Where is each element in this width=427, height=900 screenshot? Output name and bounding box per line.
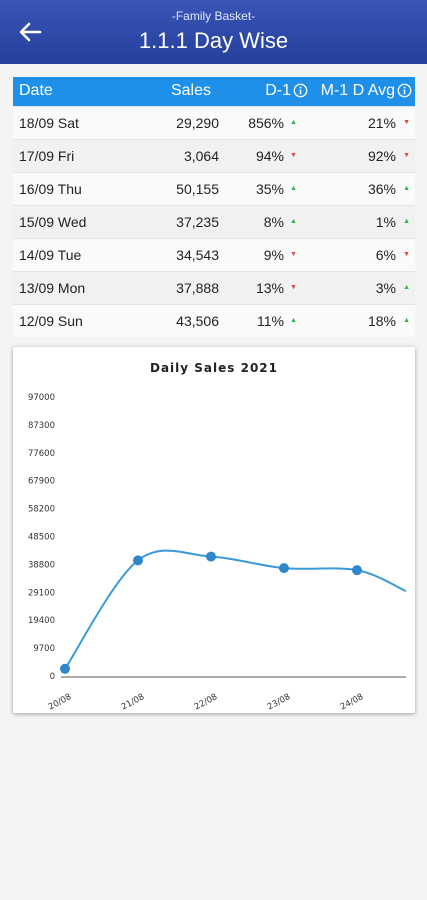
cell-date: 12/09 Sun (19, 313, 83, 329)
column-header-m1-avg[interactable]: M-1 D Avg (320, 82, 395, 99)
trend-up-icon: ▲ (403, 284, 410, 291)
table-row[interactable]: 15/09 Wed 37,235 8% ▲ 1% ▲ (13, 205, 415, 238)
trend-down-icon: ▼ (403, 152, 410, 159)
cell-m1-avg: 1% (375, 214, 396, 230)
x-tick-label: 21/08 (120, 692, 146, 712)
y-tick-label: 19400 (28, 616, 55, 626)
y-tick-label: 38800 (28, 560, 55, 570)
app-header: -Family Basket- 1.1.1 Day Wise (0, 0, 427, 64)
cell-date: 15/09 Wed (19, 214, 87, 230)
cell-d1: 856% (248, 115, 284, 131)
header-subtitle: -Family Basket- (171, 9, 256, 23)
chart-title: Daily Sales 2021 (150, 361, 278, 375)
cell-date: 17/09 Fri (19, 148, 75, 164)
table-body: 18/09 Sat 29,290 856% ▲ 21% ▼ 17/09 Fri … (13, 106, 415, 337)
info-icon[interactable] (293, 83, 308, 98)
trend-down-icon: ▼ (403, 251, 410, 258)
cell-sales: 37,235 (176, 214, 219, 230)
table-row[interactable]: 16/09 Thu 50,155 35% ▲ 36% ▲ (13, 172, 415, 205)
cell-d1: 8% (263, 214, 284, 230)
trend-up-icon: ▲ (290, 218, 297, 225)
cell-m1-avg: 6% (375, 247, 396, 263)
page-title: 1.1.1 Day Wise (138, 28, 289, 53)
trend-down-icon: ▼ (403, 119, 410, 126)
cell-date: 14/09 Tue (19, 247, 82, 263)
table-row[interactable]: 17/09 Fri 3,064 94% ▼ 92% ▼ (13, 139, 415, 172)
x-tick-label: 23/08 (266, 692, 292, 712)
data-point[interactable] (60, 663, 70, 674)
y-tick-label: 77600 (28, 449, 55, 459)
column-header-date[interactable]: Date (19, 82, 53, 99)
cell-sales: 50,155 (176, 181, 219, 197)
cell-sales: 43,506 (176, 313, 219, 329)
trend-up-icon: ▲ (403, 185, 410, 192)
cell-m1-avg: 3% (375, 280, 396, 296)
data-point[interactable] (206, 551, 216, 562)
trend-up-icon: ▲ (290, 119, 297, 126)
cell-sales: 34,543 (176, 247, 219, 263)
cell-m1-avg: 92% (367, 148, 396, 164)
cell-sales: 29,290 (176, 115, 219, 131)
cell-d1: 94% (255, 148, 284, 164)
cell-d1: 13% (255, 280, 284, 296)
cell-m1-avg: 18% (367, 313, 396, 329)
y-tick-label: 58200 (28, 505, 55, 515)
data-points (60, 551, 362, 674)
x-axis: 20/08 21/08 22/08 23/08 24/08 (47, 676, 406, 712)
x-tick-label: 20/08 (47, 692, 73, 712)
daily-sales-chart-card: Daily Sales 2021 0 9700 19400 29100 38800 485… (13, 347, 415, 713)
column-header-d1[interactable]: D-1 (265, 82, 291, 99)
y-tick-label: 67900 (28, 477, 55, 487)
y-tick-label: 48500 (28, 533, 55, 543)
data-point[interactable] (133, 555, 143, 566)
data-point[interactable] (279, 563, 289, 574)
cell-date: 16/09 Thu (19, 181, 82, 197)
table-header: Date Sales D-1 M-1 D Avg (13, 77, 415, 106)
back-arrow-icon[interactable] (16, 20, 44, 44)
x-tick-label: 22/08 (193, 692, 219, 712)
cell-sales: 3,064 (183, 148, 219, 164)
cell-d1: 11% (257, 313, 284, 329)
info-icon[interactable] (397, 83, 412, 98)
table-row[interactable]: 12/09 Sun 43,506 11% ▲ 18% ▲ (13, 304, 415, 337)
column-header-sales[interactable]: Sales (170, 82, 211, 99)
sales-table: Date Sales D-1 M-1 D Avg 18/09 Sat 29,29… (13, 77, 415, 337)
y-axis: 0 9700 19400 29100 38800 48500 58200 67900 77600… (28, 393, 55, 682)
trend-down-icon: ▼ (290, 152, 297, 159)
table-row[interactable]: 13/09 Mon 37,888 13% ▼ 3% ▲ (13, 271, 415, 304)
cell-date: 13/09 Mon (19, 280, 86, 296)
daily-sales-line-chart[interactable]: 0 9700 19400 29100 38800 48500 58200 67900 77600… (13, 347, 415, 713)
trend-down-icon: ▼ (290, 284, 297, 291)
y-tick-label: 87300 (28, 421, 55, 431)
trend-down-icon: ▼ (290, 251, 297, 258)
trend-up-icon: ▲ (403, 218, 410, 225)
x-tick-label: 24/08 (339, 692, 365, 712)
trend-up-icon: ▲ (290, 185, 297, 192)
cell-d1: 35% (255, 181, 284, 197)
data-point[interactable] (352, 565, 362, 576)
trend-up-icon: ▲ (403, 317, 410, 324)
y-tick-label: 97000 (28, 393, 55, 403)
trend-up-icon: ▲ (290, 317, 297, 324)
cell-d1: 9% (263, 247, 284, 263)
cell-m1-avg: 21% (367, 115, 396, 131)
cell-date: 18/09 Sat (19, 115, 79, 131)
table-row[interactable]: 18/09 Sat 29,290 856% ▲ 21% ▼ (13, 106, 415, 139)
y-tick-label: 9700 (33, 644, 55, 654)
table-row[interactable]: 14/09 Tue 34,543 9% ▼ 6% ▼ (13, 238, 415, 271)
y-tick-label: 29100 (28, 588, 55, 598)
y-tick-label: 0 (50, 672, 55, 682)
cell-sales: 37,888 (176, 280, 219, 296)
cell-m1-avg: 36% (367, 181, 396, 197)
